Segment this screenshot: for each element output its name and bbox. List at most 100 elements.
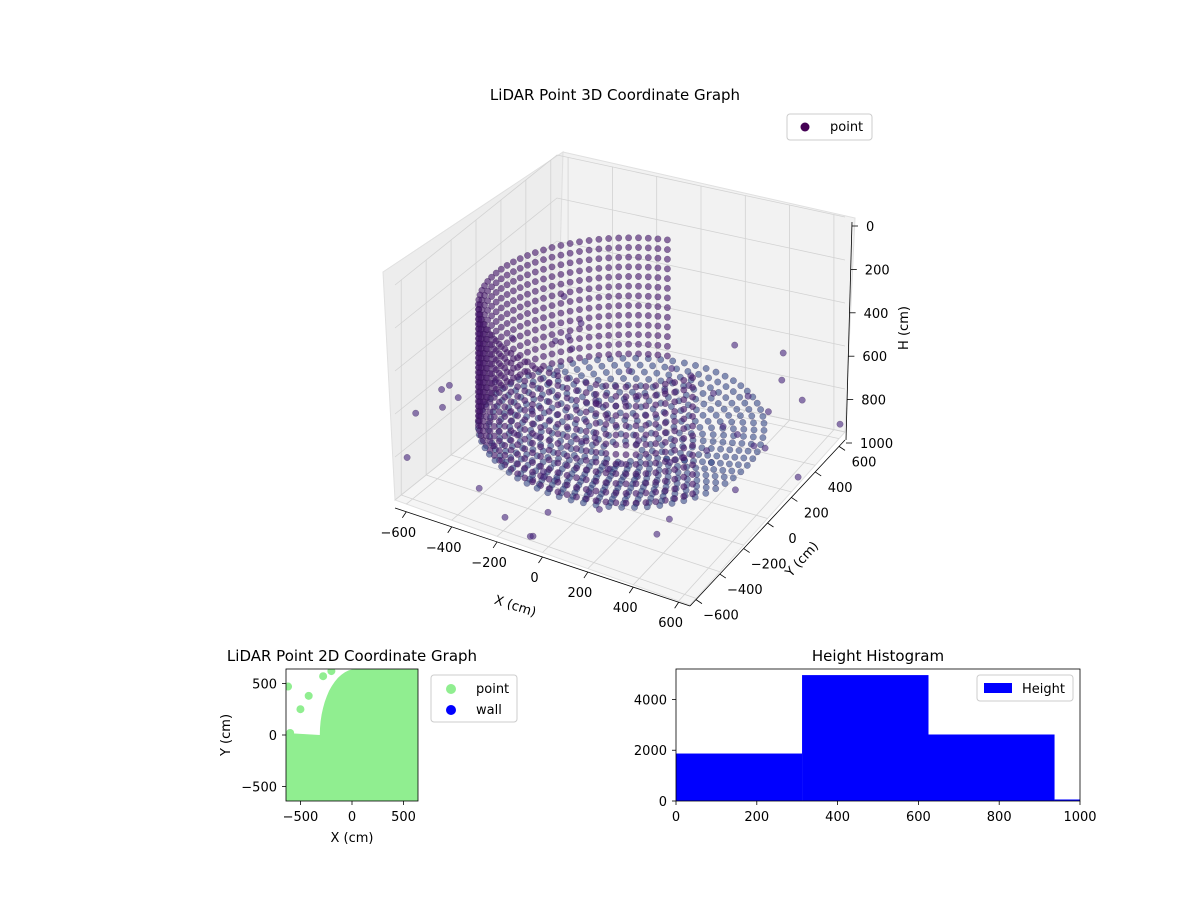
lidar-point [492, 269, 500, 277]
lidar-point [707, 405, 715, 413]
lidar-point [836, 420, 844, 428]
lidar-point [507, 427, 515, 435]
lidar-point [524, 339, 531, 346]
lidar-point [412, 409, 420, 417]
lidar-point [495, 437, 503, 445]
lidar-point [595, 235, 603, 243]
lidar-point [750, 426, 758, 434]
lidar-point [625, 331, 632, 338]
histogram-bar [676, 753, 803, 801]
lidar-point [794, 473, 802, 481]
lidar-point [635, 273, 642, 280]
hist-y-tick-label: 2000 [634, 744, 667, 759]
legend-3d-frame [786, 113, 873, 141]
lidar-point [720, 431, 727, 439]
lidar-point [615, 350, 623, 358]
lidar-point [641, 368, 648, 376]
lidar-point [692, 362, 699, 369]
lidar-point [735, 461, 742, 469]
lidar-point [652, 449, 660, 457]
lidar-point [645, 397, 653, 405]
lidar-point [642, 460, 650, 468]
lidar-point [582, 447, 590, 455]
lidar-point [732, 486, 739, 494]
lidar-point [566, 249, 574, 257]
lidar-point [632, 431, 640, 439]
lidar-point [705, 374, 712, 382]
lidar-point [612, 402, 620, 410]
lidar-point [642, 431, 650, 439]
legend-2d-point-label: point [476, 682, 509, 697]
hist-x-tick-label: 1000 [1063, 810, 1096, 825]
lidar-point [524, 310, 531, 317]
lidar-point [615, 368, 623, 376]
lidar-point [488, 322, 495, 329]
lidar-point [605, 283, 613, 291]
lidar-point [507, 436, 515, 444]
lidar-point [625, 340, 632, 348]
lidar-point [521, 474, 529, 482]
lidar-point [529, 362, 536, 370]
y-tick-label: −600 [703, 609, 739, 624]
lidar-point [514, 354, 521, 362]
x-tick-mark [538, 556, 543, 564]
lidar-point [490, 345, 498, 353]
lidar-point [689, 374, 696, 382]
lidar-point [661, 419, 669, 427]
histogram-title: Height Histogram [812, 647, 944, 665]
lidar-point [743, 461, 751, 469]
lidar-point [554, 440, 562, 447]
lidar-point [592, 390, 600, 398]
lidar-point [516, 255, 524, 263]
lidar-point [576, 325, 583, 333]
histogram-bars [676, 675, 1080, 801]
lidar-point [573, 377, 580, 385]
lidar-point [544, 489, 552, 497]
lidar-point [548, 282, 556, 290]
lidar-point [653, 369, 661, 377]
lidar-point [654, 264, 662, 272]
lidar-point [696, 423, 704, 431]
lidar-point [665, 371, 673, 379]
lidar-point [719, 423, 727, 430]
lidar-point [602, 401, 610, 409]
lidar-point [642, 402, 650, 410]
lidar-point [689, 441, 696, 449]
lidar-point [566, 327, 574, 334]
x-tick-label-2d: 0 [348, 810, 356, 825]
x-tick-label: 600 [658, 616, 683, 631]
histogram-bar [928, 734, 1055, 801]
lidar-point [585, 295, 593, 302]
lidar-point [595, 284, 603, 292]
lidar-point [735, 447, 743, 454]
lidar-point [622, 393, 630, 401]
lidar-point [689, 393, 696, 401]
lidar-point [602, 450, 610, 457]
lidar-point [554, 449, 562, 457]
lidar-point [624, 361, 631, 369]
lidar-point [576, 335, 583, 342]
lidar-point [632, 383, 640, 391]
lidar-point [652, 382, 660, 389]
lidar-point [566, 240, 574, 247]
lidar-point [524, 261, 531, 269]
lidar-point [612, 489, 620, 497]
lidar-point [719, 438, 727, 446]
lidar-point [744, 447, 752, 455]
lidar-point [592, 448, 600, 456]
lidar-point [654, 245, 662, 253]
lidar-point [488, 302, 495, 310]
lidar-point [710, 466, 718, 473]
lidar-point [689, 461, 696, 469]
lidar-point [592, 497, 600, 505]
lidar-point [531, 326, 539, 334]
lidar-point [516, 274, 524, 282]
lidar-point [711, 472, 719, 480]
lidar-point [521, 387, 529, 395]
lidar-point [495, 398, 503, 406]
lidar-point [566, 346, 574, 354]
lidar-point [554, 411, 562, 418]
lidar-point [605, 302, 613, 310]
lidar-point [557, 270, 565, 278]
lidar-point [495, 350, 503, 358]
